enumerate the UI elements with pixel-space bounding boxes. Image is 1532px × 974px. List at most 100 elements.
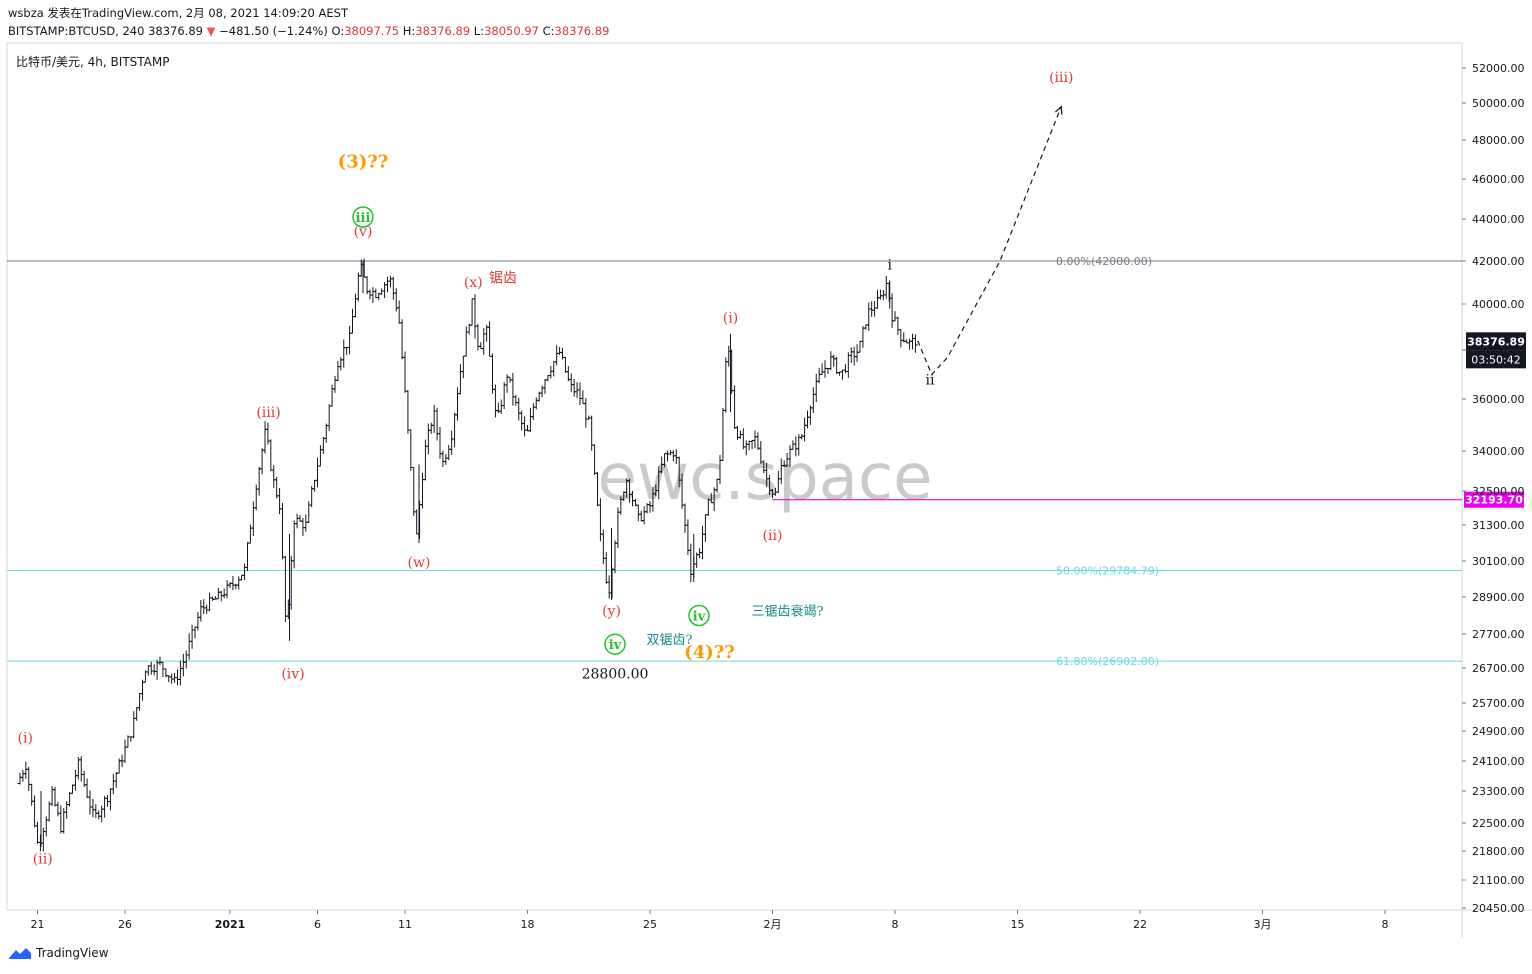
ohlc-bar	[866, 302, 872, 331]
ohlc-bar	[84, 778, 90, 799]
ohlc-bar	[303, 514, 309, 532]
ohlc-bar	[192, 626, 198, 639]
ohlc-bar	[93, 804, 99, 819]
y-tick-label: 40000.00	[1472, 298, 1525, 311]
price-change: −481.50 (−1.24%)	[219, 24, 328, 38]
ohlc-bar	[510, 372, 516, 406]
ohlc-bar	[26, 766, 32, 792]
y-tick-label: 24900.00	[1472, 725, 1525, 738]
magenta-level-value: 32193.70	[1465, 494, 1523, 507]
wave-label: (3)??	[338, 151, 389, 172]
ohlc-bar	[443, 454, 449, 465]
ohlc-bar	[883, 275, 889, 299]
tradingview-footer[interactable]: TradingView	[8, 946, 109, 960]
ohlc-bar	[49, 785, 55, 807]
ohlc-bar	[277, 488, 283, 515]
ohlc-bar	[137, 693, 143, 711]
low-value: 38050.97	[484, 24, 539, 38]
ohlc-bar	[344, 346, 350, 356]
ohlc-bar	[557, 346, 563, 355]
ohlc-bar	[854, 344, 860, 362]
ohlc-bar	[527, 407, 533, 432]
ohlc-bar	[300, 517, 306, 536]
ohlc-bar	[889, 293, 895, 328]
ohlc-bar	[230, 575, 236, 590]
ohlc-bar	[195, 611, 201, 631]
ohlc-bar	[335, 361, 341, 382]
ohlc-bar	[183, 650, 189, 669]
close-label: C:	[542, 24, 555, 38]
ohlc-bar	[148, 661, 154, 675]
wave-label: (y)	[602, 604, 621, 620]
ohlc-bar	[294, 513, 300, 529]
ohlc-bar	[592, 444, 598, 476]
ohlc-bar	[688, 543, 694, 583]
ohlc-bar	[548, 366, 554, 379]
ohlc-bar	[414, 509, 420, 535]
ohlc-bar	[583, 398, 589, 428]
ohlc-bar	[729, 349, 735, 394]
x-tick-label: 26	[118, 918, 132, 931]
ohlc-bar	[875, 289, 880, 309]
ohlc-bar	[877, 289, 883, 300]
ohlc-bar	[606, 575, 612, 599]
ohlc-bar	[417, 500, 423, 539]
ohlc-bar	[204, 604, 210, 614]
ohlc-bar	[207, 592, 213, 612]
y-tick-label: 23300.00	[1472, 785, 1525, 798]
ohlc-bar	[201, 599, 207, 614]
ohlc-bar	[551, 361, 557, 377]
ohlc-bar	[723, 357, 729, 413]
ohlc-bar	[242, 563, 248, 581]
ohlc-bar	[860, 326, 866, 348]
high-label: H:	[402, 24, 416, 38]
ohlc-bar	[603, 552, 609, 584]
ohlc-bar	[43, 816, 49, 837]
ohlc-bar	[285, 599, 291, 619]
ohlc-bar	[250, 501, 256, 536]
ohlc-bar	[565, 366, 571, 382]
ohlc-bar	[326, 404, 332, 431]
ohlc-bar	[685, 519, 691, 555]
ohlc-bar	[411, 466, 417, 516]
ohlc-bar	[72, 769, 78, 791]
ohlc-bar	[245, 542, 250, 571]
wave-label: (x)	[464, 275, 483, 291]
ohlc-bar	[487, 321, 493, 357]
watermark: ewc.space	[598, 441, 933, 515]
ohlc-bar	[347, 326, 353, 355]
projection-arrowhead	[1054, 105, 1063, 115]
ohlc-bar	[236, 576, 242, 590]
ohlc-bar	[215, 587, 221, 600]
ohlc-bar	[224, 580, 230, 599]
ohlc-bar	[425, 423, 431, 455]
open-value: 38097.75	[344, 24, 400, 38]
ohlc-bar	[554, 345, 560, 366]
symbol-ohlc-line: BITSTAMP:BTCUSD, 240 38376.89 ▼ −481.50 …	[8, 24, 609, 38]
ohlc-bar	[113, 772, 119, 788]
footer-brand: TradingView	[36, 946, 109, 960]
ohlc-bar	[405, 390, 411, 434]
y-tick-label: 52000.00	[1472, 62, 1525, 75]
ohlc-bar	[189, 624, 195, 649]
fib-level-label: 50.00%(29784.79)	[1056, 564, 1159, 577]
ohlc-bar	[35, 821, 40, 844]
ohlc-bar	[845, 352, 851, 378]
ohlc-bar	[64, 800, 70, 819]
y-tick-label: 20450.00	[1472, 902, 1525, 915]
ohlc-bar	[355, 272, 361, 302]
ohlc-bar	[446, 444, 452, 461]
ohlc-bar	[857, 340, 863, 353]
ohlc-bar	[198, 600, 204, 622]
ohlc-bar	[910, 333, 915, 350]
ohlc-bar	[825, 367, 831, 374]
ohlc-bar	[828, 351, 834, 371]
projection-path[interactable]	[917, 106, 1062, 376]
x-tick-label: 8	[1382, 918, 1389, 931]
magenta-level-badge	[1464, 491, 1524, 508]
ohlc-bar	[455, 387, 460, 421]
last-price-value: 38376.89	[1467, 335, 1525, 348]
ohlc-bar	[831, 354, 837, 367]
fib-level-label: 0.00%(42000.00)	[1056, 255, 1152, 268]
